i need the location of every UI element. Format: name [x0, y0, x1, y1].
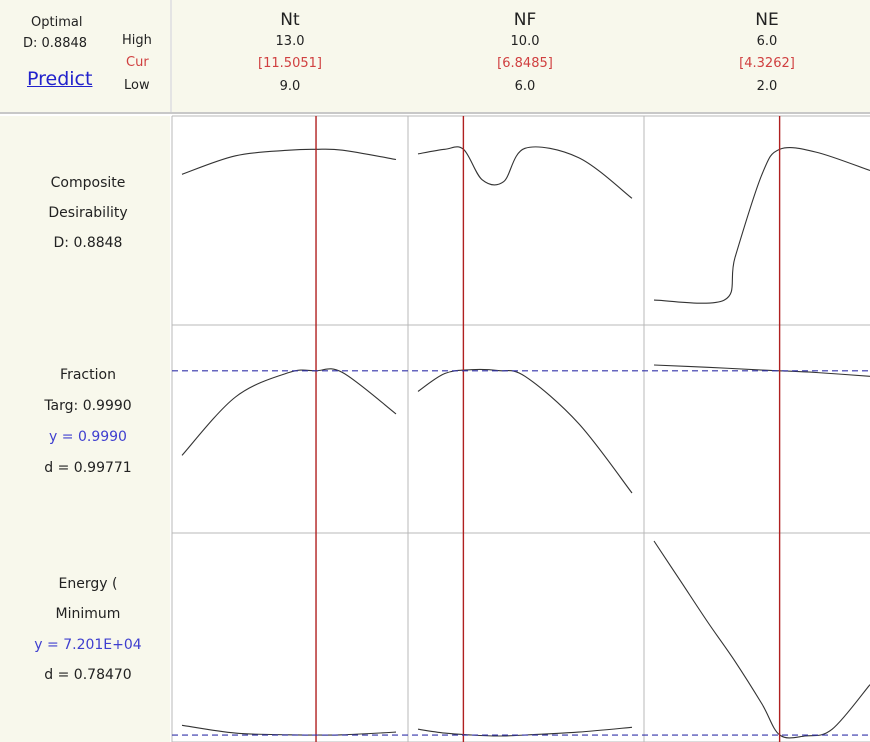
response-composite-line1: Composite [50, 175, 126, 191]
response-energy-y: y = 7.201E+04 [34, 637, 142, 653]
curve-fraction-nt [181, 368, 397, 456]
curve-composite-ne [653, 147, 870, 304]
factor-high-nf: 10.0 [510, 34, 540, 49]
header-factor-panel [172, 0, 870, 112]
curve-energy-nf [417, 726, 633, 737]
factor-cur-ne: [4.3262] [739, 56, 795, 71]
factor-name-nt: Nt [280, 10, 300, 30]
predict-link[interactable]: Predict [27, 68, 93, 90]
factor-high-nt: 13.0 [275, 34, 305, 49]
response-fraction-target: Targ: 0.9990 [44, 398, 132, 414]
curve-composite-nf [417, 146, 633, 199]
response-composite-line3: D: 0.8848 [53, 235, 123, 251]
factor-name-ne: NE [755, 10, 779, 30]
curve-energy-ne [653, 540, 870, 739]
high-label: High [122, 33, 152, 48]
factor-high-ne: 6.0 [756, 34, 778, 49]
curve-fraction-nf [417, 368, 633, 494]
response-fraction-line1: Fraction [60, 367, 116, 383]
header-left-panel [0, 0, 170, 112]
curve-composite-nt [181, 148, 397, 175]
response-fraction-y: y = 0.9990 [49, 429, 127, 445]
factor-cur-nt: [11.5051] [258, 56, 322, 71]
cur-label: Cur [126, 55, 149, 70]
response-energy-line1: Energy ( [58, 576, 118, 592]
response-energy-line2: Minimum [55, 606, 121, 622]
factor-cur-nf: [6.8485] [497, 56, 553, 71]
optimal-label: Optimal [31, 15, 83, 30]
optimal-d-value: D: 0.8848 [23, 36, 88, 51]
factor-low-ne: 2.0 [756, 79, 778, 94]
response-fraction-d: d = 0.99771 [44, 460, 132, 476]
factor-name-nf: NF [513, 10, 537, 30]
low-label: Low [124, 78, 150, 93]
response-composite-line2: Desirability [48, 205, 128, 221]
response-label-panel [0, 116, 170, 742]
curve-energy-nt [181, 724, 397, 736]
response-energy-d: d = 0.78470 [44, 667, 132, 683]
factor-low-nf: 6.0 [514, 79, 536, 94]
factor-low-nt: 9.0 [279, 79, 301, 94]
